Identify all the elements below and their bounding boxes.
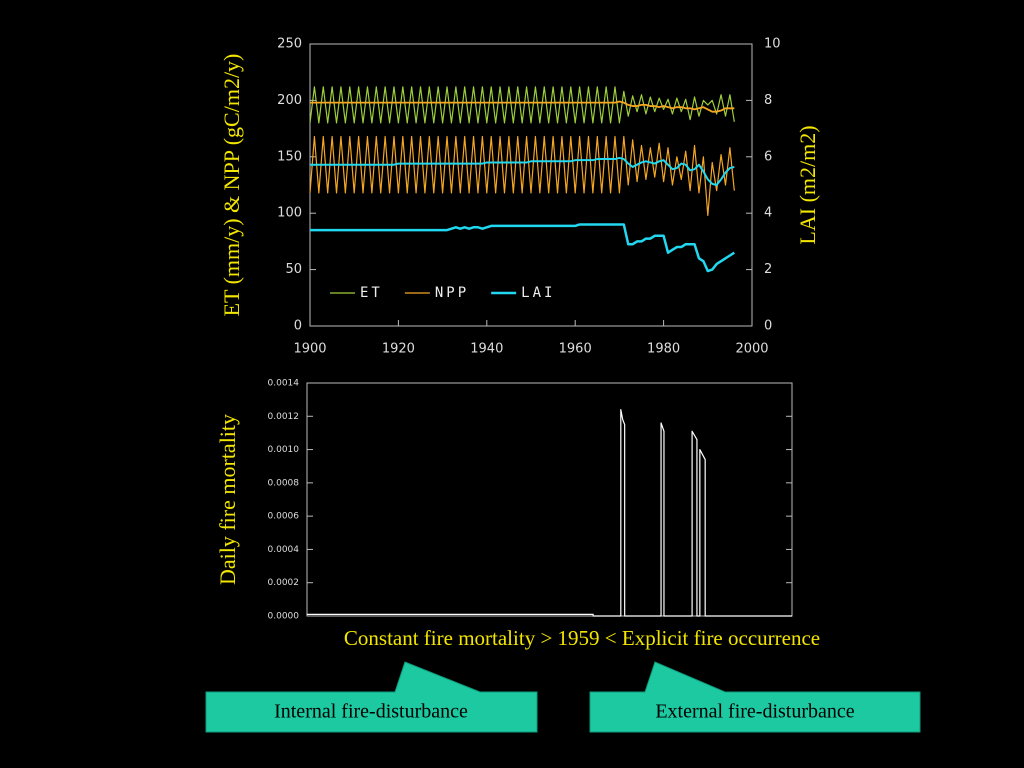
- series-line: [307, 409, 792, 617]
- legend-label: NPP: [435, 285, 469, 301]
- y-tick-label: 0.0004: [268, 545, 300, 555]
- x-tick-label: 2000: [735, 342, 768, 357]
- y-axis-label: ET (mm/y) & NPP (gC/m2/y): [219, 54, 244, 317]
- y-tick-label: 100: [277, 206, 302, 221]
- callout-text: Internal fire-disturbance: [274, 701, 468, 723]
- y-tick-label: 0.0012: [268, 412, 300, 422]
- y-tick-label: 0.0002: [268, 578, 300, 588]
- y-tick-label: 0.0008: [268, 478, 300, 488]
- plot-frame: [309, 43, 753, 327]
- y2-tick-label: 2: [764, 262, 772, 277]
- y-tick-label: 50: [285, 262, 302, 277]
- series-line: [310, 100, 735, 113]
- y2-tick-label: 10: [764, 37, 781, 52]
- x-tick-label: 1900: [293, 342, 326, 357]
- series-line: [310, 223, 735, 273]
- y2-axis-label: LAI (m2/m2): [795, 125, 820, 244]
- caption: Constant fire mortality > 1959 < Explici…: [344, 626, 820, 650]
- y-tick-label: 0: [294, 319, 302, 334]
- callout-text: External fire-disturbance: [655, 701, 854, 723]
- legend-label: LAI: [521, 285, 555, 301]
- y2-tick-label: 4: [764, 206, 772, 221]
- series-line: [309, 86, 735, 124]
- legend-label: ET: [360, 285, 383, 301]
- y-tick-label: 250: [277, 37, 302, 52]
- y-tick-label: 0.0006: [268, 512, 300, 522]
- y-tick-label: 0.0014: [268, 379, 300, 389]
- x-tick-label: 1980: [647, 342, 680, 357]
- y-axis-label: Daily fire mortality: [215, 414, 240, 585]
- y-tick-label: 0.0010: [268, 445, 300, 455]
- x-tick-label: 1920: [382, 342, 415, 357]
- plot-frame: [306, 382, 793, 617]
- x-tick-label: 1940: [470, 342, 503, 357]
- y-tick-label: 200: [277, 93, 302, 108]
- y-tick-label: 150: [277, 149, 302, 164]
- x-tick-label: 1960: [559, 342, 592, 357]
- series-line: [309, 135, 735, 217]
- series-line: [310, 156, 735, 186]
- y-tick-label: 0.0000: [268, 612, 300, 622]
- y2-tick-label: 8: [764, 93, 772, 108]
- callout-box: [589, 661, 921, 733]
- y2-tick-label: 0: [764, 319, 772, 334]
- callout-box: [205, 661, 538, 733]
- y2-tick-label: 6: [764, 149, 772, 164]
